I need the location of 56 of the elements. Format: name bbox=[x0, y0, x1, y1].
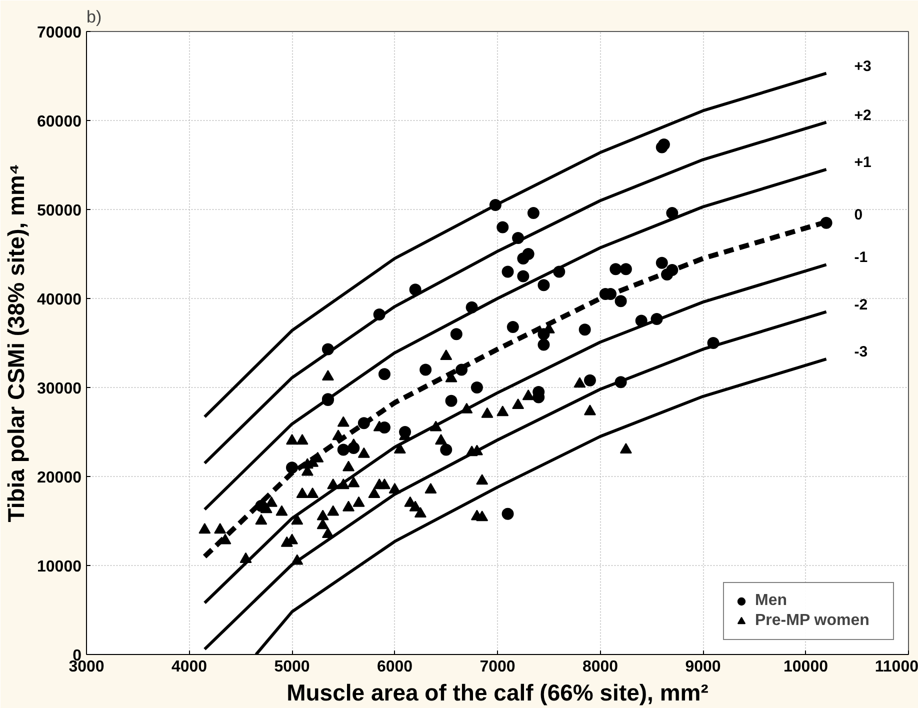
series-label: +2 bbox=[854, 106, 872, 124]
y-axis-title: Tibia polar CSMi (38% site), mm⁴ bbox=[3, 164, 30, 522]
line-series bbox=[203, 72, 828, 418]
series-label: +1 bbox=[854, 154, 872, 171]
y-tick-label: 50000 bbox=[37, 202, 82, 220]
x-axis-title: Muscle area of the calf (66% site), mm² bbox=[286, 680, 709, 706]
point bbox=[502, 266, 514, 278]
point bbox=[584, 374, 596, 386]
line-series bbox=[203, 120, 828, 465]
y-tick-label: 30000 bbox=[37, 380, 82, 398]
point bbox=[522, 248, 534, 260]
line-series bbox=[203, 263, 828, 604]
point bbox=[470, 382, 483, 394]
point bbox=[578, 324, 591, 336]
y-tick-label: 10000 bbox=[37, 558, 82, 576]
point bbox=[445, 394, 458, 407]
point bbox=[440, 444, 452, 456]
line-series bbox=[203, 168, 828, 511]
point bbox=[450, 328, 462, 340]
point bbox=[538, 338, 550, 351]
x-tick-label: 7000 bbox=[480, 658, 516, 676]
point bbox=[496, 221, 509, 234]
legend-label: Men bbox=[755, 592, 788, 610]
y-tick-label: 70000 bbox=[37, 24, 82, 42]
x-tick-label: 4000 bbox=[171, 658, 208, 676]
x-tick-label: 10000 bbox=[784, 658, 828, 676]
point bbox=[656, 256, 668, 269]
x-tick-label: 5000 bbox=[274, 658, 310, 676]
point bbox=[538, 279, 550, 292]
point bbox=[610, 263, 622, 276]
point bbox=[420, 364, 432, 376]
y-tick-label: 60000 bbox=[37, 114, 82, 130]
series-label: 0 bbox=[854, 206, 863, 224]
point bbox=[502, 508, 514, 520]
y-tick-label: 20000 bbox=[37, 470, 82, 486]
x-tick-label: 11000 bbox=[874, 658, 918, 676]
x-tick-label: 8000 bbox=[582, 658, 618, 676]
point bbox=[378, 368, 390, 380]
series-label: -2 bbox=[854, 296, 868, 314]
point bbox=[517, 270, 530, 282]
point bbox=[286, 462, 298, 474]
legend-label: Pre-MP women bbox=[755, 612, 870, 630]
point bbox=[666, 207, 678, 220]
point bbox=[658, 138, 670, 151]
x-tick-label: 6000 bbox=[376, 658, 413, 676]
series-label: -3 bbox=[854, 344, 868, 361]
point bbox=[337, 444, 350, 456]
point bbox=[614, 295, 627, 308]
series-label: +3 bbox=[854, 58, 872, 75]
point bbox=[506, 320, 519, 333]
series-label: -1 bbox=[854, 249, 868, 266]
x-tick-label: 9000 bbox=[685, 658, 721, 676]
chart-title: b) bbox=[86, 8, 102, 26]
point bbox=[620, 263, 632, 276]
y-tick-label: 40000 bbox=[37, 292, 82, 308]
point bbox=[527, 207, 540, 220]
